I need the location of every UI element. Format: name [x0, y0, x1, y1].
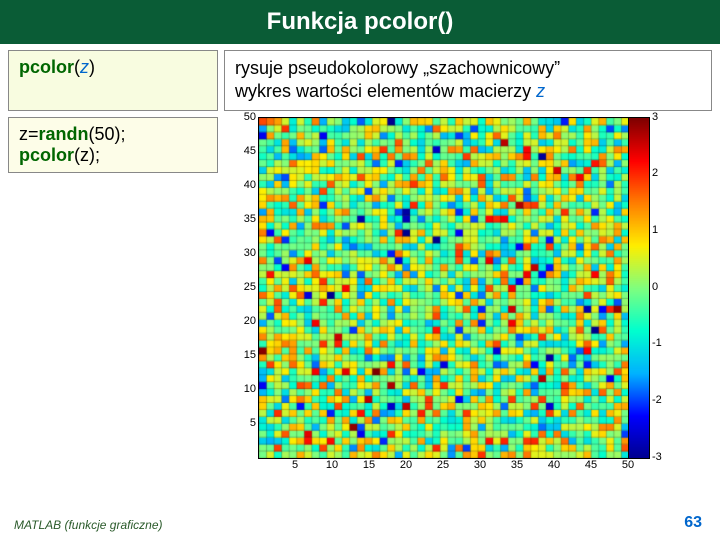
x-tick: 5: [292, 459, 298, 471]
description-line2: wykres wartości elementów macierzy z: [235, 80, 701, 103]
y-tick: 30: [244, 247, 256, 259]
y-tick: 15: [244, 349, 256, 361]
x-tick: 20: [400, 459, 412, 471]
desc-arg: z: [536, 81, 545, 101]
code-l1-tail: (50);: [89, 124, 126, 144]
y-tick: 25: [244, 281, 256, 293]
description-line1: rysuje pseudokolorowy „szachownicowy”: [235, 57, 701, 80]
description-box: rysuje pseudokolorowy „szachownicowy” wy…: [224, 50, 712, 111]
x-tick: 40: [548, 459, 560, 471]
y-tick: 10: [244, 383, 256, 395]
x-tick: 35: [511, 459, 523, 471]
desc-text: wykres wartości elementów macierzy: [235, 81, 536, 101]
footer-note: MATLAB (funkcje graficzne): [14, 518, 163, 532]
syntax-arg: z: [80, 57, 89, 77]
colorbar-tick: -3: [652, 451, 662, 463]
colorbar-tick: 1: [652, 224, 658, 236]
plot-area: 5101520253035404550 5101520253035404550 …: [228, 117, 698, 507]
syntax-fn: pcolor: [19, 57, 74, 77]
x-tick: 30: [474, 459, 486, 471]
pcolor-heatmap: [258, 117, 630, 459]
code-var: z=: [19, 124, 39, 144]
x-axis: 5101520253035404550: [258, 457, 628, 477]
y-tick: 40: [244, 179, 256, 191]
page-title: Funkcja pcolor(): [0, 0, 720, 44]
code-fn-randn: randn: [39, 124, 89, 144]
syntax-close: ): [89, 57, 95, 77]
code-fn-pcolor: pcolor: [19, 145, 74, 165]
colorbar-tick: -2: [652, 394, 662, 406]
y-tick: 50: [244, 111, 256, 123]
code-l2-tail: (z);: [74, 145, 100, 165]
x-tick: 25: [437, 459, 449, 471]
colorbar-area: -3-2-10123: [628, 117, 678, 457]
y-tick: 35: [244, 213, 256, 225]
code-line2: pcolor(z);: [19, 145, 207, 166]
y-axis: 5101520253035404550: [228, 117, 258, 457]
x-tick: 45: [585, 459, 597, 471]
colorbar: [628, 117, 650, 459]
code-box: z=randn(50); pcolor(z);: [8, 117, 218, 173]
code-line1: z=randn(50);: [19, 124, 207, 145]
y-tick: 5: [250, 417, 256, 429]
content-row: z=randn(50); pcolor(z); 5101520253035404…: [8, 117, 712, 507]
definition-row: pcolor(z) rysuje pseudokolorowy „szachow…: [8, 50, 712, 111]
y-tick: 45: [244, 145, 256, 157]
colorbar-tick: 3: [652, 111, 658, 123]
y-tick: 20: [244, 315, 256, 327]
page-number: 63: [684, 514, 702, 532]
x-tick: 10: [326, 459, 338, 471]
syntax-box: pcolor(z): [8, 50, 218, 111]
x-tick: 50: [622, 459, 634, 471]
colorbar-tick: -1: [652, 337, 662, 349]
colorbar-tick: 0: [652, 281, 658, 293]
colorbar-tick: 2: [652, 167, 658, 179]
x-tick: 15: [363, 459, 375, 471]
